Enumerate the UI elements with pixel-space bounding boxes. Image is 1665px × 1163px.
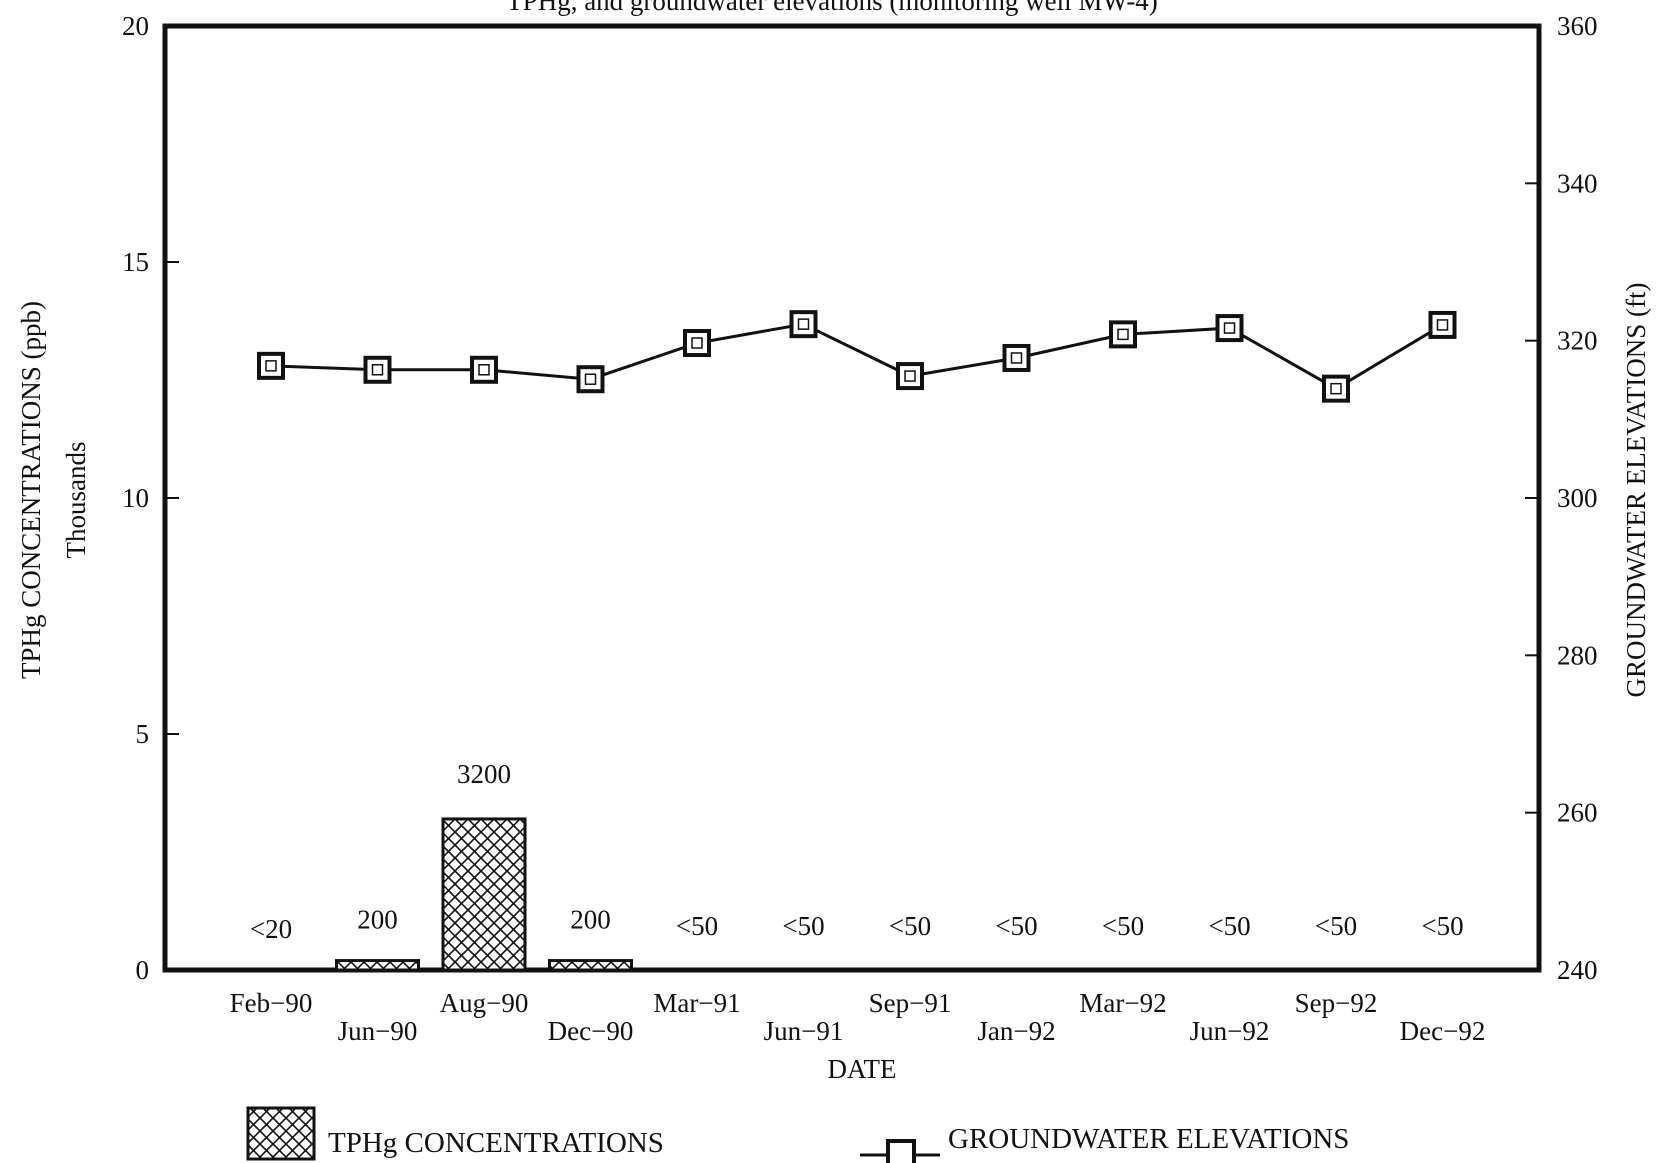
groundwater-point-inner: [478, 364, 490, 376]
tphg-data-label: 200: [357, 905, 398, 935]
tphg-data-label: <50: [1208, 911, 1250, 941]
groundwater-point-inner: [691, 337, 703, 349]
right-tick-label: 340: [1557, 168, 1598, 198]
left-tick-label: 15: [122, 247, 149, 277]
legend-label-groundwater: GROUNDWATER ELEVATIONS: [948, 1123, 1349, 1155]
groundwater-point: [1428, 310, 1457, 339]
x-tick-label: Dec−90: [548, 1016, 634, 1046]
right-tick-label: 360: [1557, 11, 1598, 41]
tphg-bar: [548, 959, 633, 972]
groundwater-point: [257, 351, 285, 380]
tphg-data-label: <50: [1102, 911, 1144, 941]
groundwater-point: [1002, 343, 1031, 372]
groundwater-point-inner: [1010, 352, 1023, 364]
line-series: [257, 310, 1457, 403]
x-tick-label: Sep−91: [869, 988, 952, 1018]
chart-title: TPHg, and groundwater elevations (monito…: [506, 0, 1158, 16]
left-axis-title: TPHg CONCENTRATIONS (ppb): [16, 301, 46, 679]
right-tick-label: 300: [1557, 483, 1598, 513]
tphg-bar: [335, 959, 420, 972]
right-tick-label: 320: [1557, 326, 1598, 356]
groundwater-point: [683, 329, 711, 358]
tphg-data-label: <50: [676, 911, 718, 941]
groundwater-point: [363, 355, 392, 384]
tphg-data-label: <50: [889, 911, 931, 941]
x-tick-label: Jun−90: [338, 1016, 418, 1046]
groundwater-point-inner: [371, 364, 384, 376]
x-tick-label: Jan−92: [977, 1016, 1055, 1046]
right-tick-label: 280: [1557, 640, 1598, 670]
groundwater-point-inner: [584, 373, 597, 385]
bar-data-labels: <20 200 3200 200 <50 <50 <50 <50 <50 <50 <50 <50: [250, 759, 1464, 944]
legend: TPHg CONCENTRATIONS GROUNDWATER ELEVATIO…: [246, 1106, 1349, 1163]
tphg-data-label: <50: [995, 911, 1037, 941]
tphg-data-label: <50: [782, 911, 824, 941]
groundwater-point: [789, 310, 818, 339]
groundwater-point-inner: [797, 318, 810, 330]
x-tick-label: Aug−90: [440, 988, 529, 1018]
left-tick-label: 0: [136, 955, 150, 985]
groundwater-point-inner: [904, 370, 916, 382]
groundwater-point-inner: [1330, 382, 1342, 395]
groundwater-point-inner: [1436, 319, 1449, 331]
legend-label-tphg: TPHg CONCENTRATIONS: [328, 1127, 664, 1159]
tphg-data-label: <20: [250, 914, 292, 944]
left-tick-label: 20: [122, 11, 149, 41]
x-tick-label: Dec−92: [1400, 1016, 1486, 1046]
tphg-data-label: <50: [1421, 911, 1463, 941]
right-tick-label: 240: [1557, 955, 1598, 985]
groundwater-point: [1215, 314, 1244, 343]
left-tick-label: 5: [136, 719, 150, 749]
x-tick-label: Mar−92: [1079, 988, 1166, 1018]
x-tick-label: Sep−92: [1295, 988, 1378, 1018]
x-tick-label: Feb−90: [230, 988, 313, 1018]
right-tick-label: 260: [1557, 798, 1598, 828]
groundwater-point: [1322, 374, 1350, 403]
left-axis-subtitle: Thousands: [61, 442, 91, 559]
right-axis-title: GROUNDWATER ELEVATIONS (ft): [1621, 283, 1651, 698]
bar-series: [335, 817, 633, 972]
x-axis-title: DATE: [828, 1054, 897, 1084]
tphg-data-label: 200: [570, 905, 611, 935]
x-tick-label: Jun−91: [764, 1016, 844, 1046]
groundwater-point-inner: [1223, 322, 1236, 334]
tphg-bar: [441, 817, 527, 972]
groundwater-point: [576, 365, 605, 394]
groundwater-point: [896, 362, 924, 391]
left-axis: 0 5 10 15 20: [122, 11, 179, 985]
tphg-data-label: <50: [1315, 911, 1357, 941]
groundwater-line: [270, 322, 1444, 391]
plot-frame: [162, 23, 1542, 973]
x-axis: Feb−90 Jun−90 Aug−90 Dec−90 Mar−91 Jun−91 Sep−…: [230, 988, 1486, 1046]
groundwater-point-inner: [1117, 328, 1129, 341]
tphg-data-label: 3200: [457, 759, 511, 789]
legend-swatch-tphg: [246, 1106, 316, 1161]
groundwater-point: [470, 355, 498, 384]
x-tick-label: Jun−92: [1190, 1016, 1270, 1046]
x-tick-label: Mar−91: [653, 988, 740, 1018]
groundwater-point: [1109, 320, 1137, 349]
left-tick-label: 10: [122, 483, 149, 513]
groundwater-point-inner: [265, 360, 277, 372]
legend-marker-groundwater: [886, 1139, 916, 1163]
right-axis: 240 260 280 300 320 340 360: [1525, 11, 1598, 985]
